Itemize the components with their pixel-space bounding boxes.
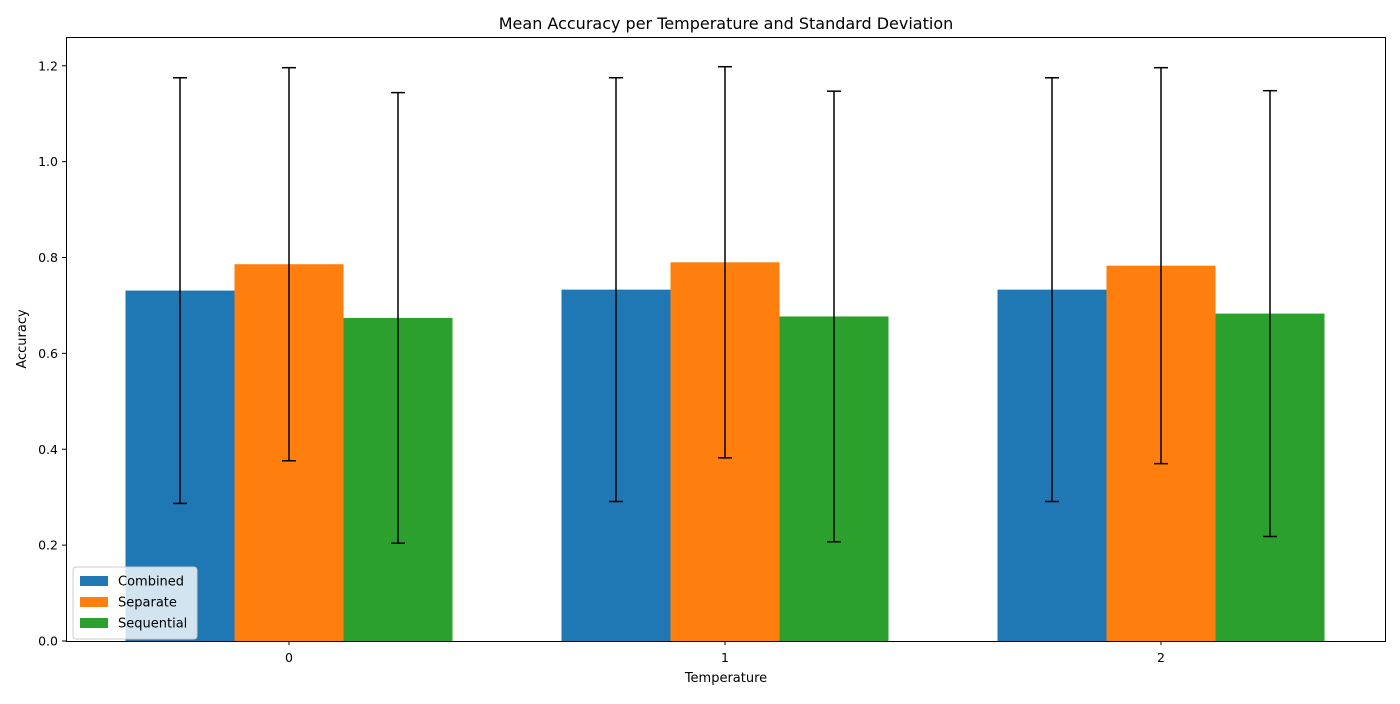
x-tick-label: 2 — [1157, 650, 1165, 665]
y-tick-label: 0.0 — [38, 634, 58, 649]
error-bar-combined-2 — [1045, 76, 1059, 503]
errorbars-layer — [173, 65, 1277, 544]
y-tick-label: 1.0 — [38, 154, 58, 169]
y-axis-label: Accuracy — [15, 309, 30, 369]
plot-frame — [66, 37, 1386, 642]
legend-swatch — [80, 618, 108, 628]
y-tick-label: 0.4 — [38, 442, 58, 457]
legend-label: Combined — [118, 575, 184, 590]
y-tick-label: 0.2 — [38, 538, 58, 553]
legend-label: Sequential — [118, 617, 187, 632]
error-bar-sequential-2 — [1263, 89, 1277, 538]
x-axis-label: Temperature — [684, 671, 767, 686]
error-bar-combined-1 — [609, 76, 623, 503]
legend-item-sequential: Sequential — [80, 617, 187, 632]
error-bar-combined-0 — [173, 76, 187, 505]
legend-label: Separate — [118, 596, 177, 611]
y-tick-label: 0.8 — [38, 250, 58, 265]
error-bar-separate-1 — [718, 65, 732, 459]
y-tick-label: 1.2 — [38, 58, 58, 73]
legend-item-combined: Combined — [80, 575, 184, 590]
error-bar-sequential-0 — [391, 91, 405, 544]
legend: Combined Separate Sequential — [72, 566, 198, 640]
error-bar-separate-0 — [282, 66, 296, 462]
x-tick-label: 0 — [285, 650, 293, 665]
error-bar-separate-2 — [1154, 66, 1168, 465]
chart-title: Mean Accuracy per Temperature and Standa… — [499, 14, 954, 33]
x-tick-label: 1 — [721, 650, 729, 665]
legend-item-separate: Separate — [80, 596, 177, 611]
y-axis: 0.0 0.2 0.4 0.6 0.8 1.0 1.2 — [38, 58, 66, 649]
legend-swatch — [80, 576, 108, 586]
x-axis: 0 1 2 — [285, 641, 1165, 665]
error-bar-sequential-1 — [827, 90, 841, 543]
y-tick-label: 0.6 — [38, 346, 58, 361]
legend-swatch — [80, 597, 108, 607]
